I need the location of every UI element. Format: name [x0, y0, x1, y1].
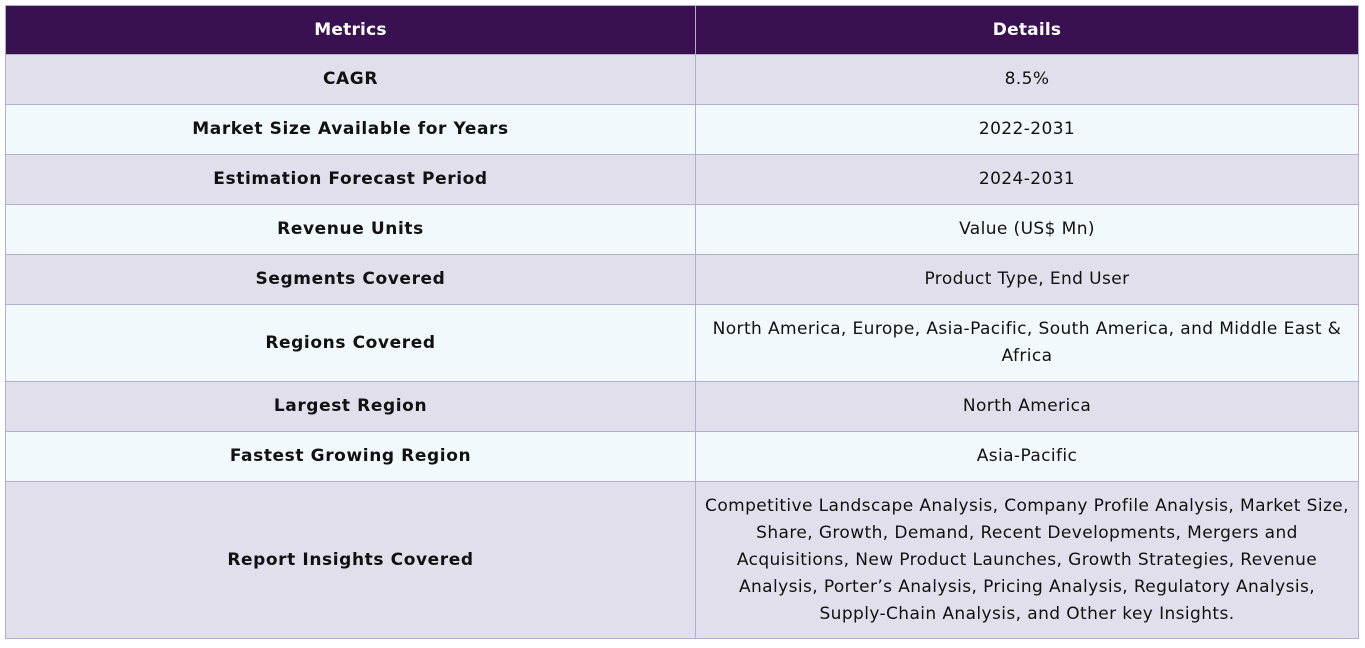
table-row: CAGR 8.5% — [5, 54, 1359, 105]
detail-cell: Competitive Landscape Analysis, Company … — [695, 481, 1359, 639]
metric-cell: Largest Region — [5, 381, 696, 432]
detail-cell: North America — [695, 381, 1359, 432]
table-row: Segments Covered Product Type, End User — [5, 254, 1359, 305]
report-metrics-table: Metrics Details CAGR 8.5% Market Size Av… — [5, 5, 1359, 639]
table-row: Report Insights Covered Competitive Land… — [5, 481, 1359, 639]
detail-cell: Asia-Pacific — [695, 431, 1359, 482]
detail-cell: Value (US$ Mn) — [695, 204, 1359, 255]
metric-cell: CAGR — [5, 54, 696, 105]
metric-cell: Fastest Growing Region — [5, 431, 696, 482]
detail-cell: 8.5% — [695, 54, 1359, 105]
metric-cell: Revenue Units — [5, 204, 696, 255]
metric-cell: Regions Covered — [5, 304, 696, 382]
table-row: Regions Covered North America, Europe, A… — [5, 304, 1359, 382]
metric-cell: Estimation Forecast Period — [5, 154, 696, 205]
metric-cell: Segments Covered — [5, 254, 696, 305]
detail-cell: Product Type, End User — [695, 254, 1359, 305]
table-row: Market Size Available for Years 2022-203… — [5, 104, 1359, 155]
table-header: Metrics Details — [5, 5, 1359, 55]
column-header-details: Details — [695, 5, 1359, 55]
table-body: CAGR 8.5% Market Size Available for Year… — [5, 54, 1359, 639]
table-row: Estimation Forecast Period 2024-2031 — [5, 154, 1359, 205]
metric-cell: Report Insights Covered — [5, 481, 696, 639]
detail-cell: North America, Europe, Asia-Pacific, Sou… — [695, 304, 1359, 382]
metric-cell: Market Size Available for Years — [5, 104, 696, 155]
detail-cell: 2024-2031 — [695, 154, 1359, 205]
detail-cell: 2022-2031 — [695, 104, 1359, 155]
table-header-row: Metrics Details — [5, 5, 1359, 55]
table-row: Fastest Growing Region Asia-Pacific — [5, 431, 1359, 482]
table-row: Largest Region North America — [5, 381, 1359, 432]
table-row: Revenue Units Value (US$ Mn) — [5, 204, 1359, 255]
column-header-metrics: Metrics — [5, 5, 696, 55]
